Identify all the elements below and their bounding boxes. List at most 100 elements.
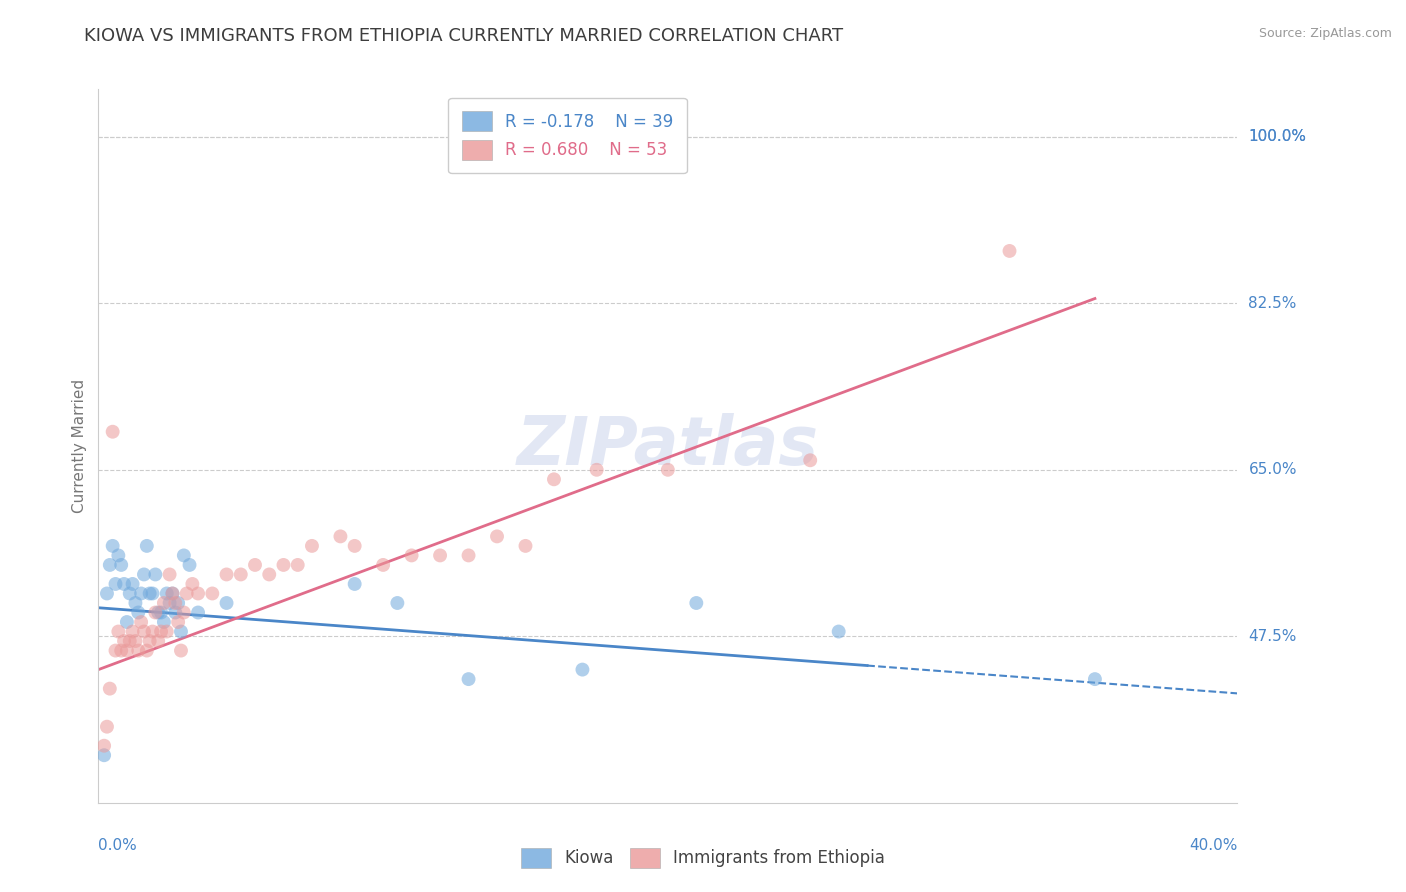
Point [170, 624, 193, 639]
Point [181, 577, 204, 591]
Text: 100.0%: 100.0% [1249, 129, 1306, 145]
Text: ZIPatlas: ZIPatlas [517, 413, 818, 479]
Point [124, 634, 146, 648]
Point [148, 606, 170, 620]
Point [145, 567, 167, 582]
Point [173, 549, 195, 563]
Point [121, 577, 143, 591]
Point [187, 606, 209, 620]
Point [124, 596, 146, 610]
Point [112, 634, 135, 648]
Point [104, 577, 127, 591]
Point [138, 634, 160, 648]
Point [118, 586, 141, 600]
Point [401, 549, 423, 563]
Point [273, 558, 295, 572]
Point [135, 643, 157, 657]
Point [457, 672, 479, 686]
Point [115, 643, 138, 657]
Point [148, 634, 170, 648]
Point [165, 606, 187, 620]
Point [515, 539, 537, 553]
Text: 100.0%: 100.0% [1249, 129, 1306, 145]
Point [486, 529, 509, 543]
Point [159, 567, 181, 582]
Point [98, 681, 121, 696]
Point [129, 586, 152, 600]
Point [343, 539, 366, 553]
Point [799, 453, 821, 467]
Text: 0.0%: 0.0% [98, 838, 138, 853]
Point [150, 606, 173, 620]
Point [259, 567, 281, 582]
Point [127, 606, 149, 620]
Text: 47.5%: 47.5% [1249, 629, 1296, 644]
Point [657, 463, 679, 477]
Point [156, 624, 179, 639]
Point [153, 596, 176, 610]
Point [132, 624, 155, 639]
Point [96, 720, 118, 734]
Legend: R = -0.178    N = 39, R = 0.680    N = 53: R = -0.178 N = 39, R = 0.680 N = 53 [449, 97, 686, 173]
Point [98, 558, 121, 572]
Point [571, 663, 593, 677]
Point [287, 558, 309, 572]
Point [167, 596, 190, 610]
Point [162, 586, 184, 600]
Point [115, 615, 138, 629]
Point [145, 606, 167, 620]
Legend: Kiowa, Immigrants from Ethiopia: Kiowa, Immigrants from Ethiopia [515, 841, 891, 875]
Point [243, 558, 266, 572]
Point [162, 586, 184, 600]
Point [110, 643, 132, 657]
Point [141, 624, 163, 639]
Point [104, 643, 127, 657]
Point [138, 586, 160, 600]
Point [93, 748, 115, 763]
Point [141, 586, 163, 600]
Point [201, 586, 224, 600]
Text: 82.5%: 82.5% [1249, 296, 1296, 310]
Text: KIOWA VS IMMIGRANTS FROM ETHIOPIA CURRENTLY MARRIED CORRELATION CHART: KIOWA VS IMMIGRANTS FROM ETHIOPIA CURREN… [84, 27, 844, 45]
Point [112, 577, 135, 591]
Point [179, 558, 201, 572]
Point [135, 539, 157, 553]
Text: 40.0%: 40.0% [1189, 838, 1237, 853]
Point [215, 596, 238, 610]
Point [118, 634, 141, 648]
Point [215, 567, 238, 582]
Point [387, 596, 409, 610]
Point [93, 739, 115, 753]
Point [150, 624, 173, 639]
Point [1084, 672, 1107, 686]
Point [343, 577, 366, 591]
Point [170, 643, 193, 657]
Point [96, 586, 118, 600]
Point [187, 586, 209, 600]
Point [585, 463, 607, 477]
Point [153, 615, 176, 629]
Y-axis label: Currently Married: Currently Married [72, 379, 87, 513]
Point [129, 615, 152, 629]
Point [101, 425, 124, 439]
Point [998, 244, 1021, 258]
Text: Source: ZipAtlas.com: Source: ZipAtlas.com [1258, 27, 1392, 40]
Point [229, 567, 252, 582]
Point [301, 539, 323, 553]
Point [121, 624, 143, 639]
Point [543, 472, 565, 486]
Point [107, 549, 129, 563]
Point [159, 596, 181, 610]
Point [371, 558, 394, 572]
Point [685, 596, 707, 610]
Text: 65.0%: 65.0% [1249, 462, 1296, 477]
Point [173, 606, 195, 620]
Point [110, 558, 132, 572]
Point [101, 539, 124, 553]
Point [429, 549, 451, 563]
Point [176, 586, 198, 600]
Point [167, 615, 190, 629]
Point [457, 549, 479, 563]
Point [107, 624, 129, 639]
Point [132, 567, 155, 582]
